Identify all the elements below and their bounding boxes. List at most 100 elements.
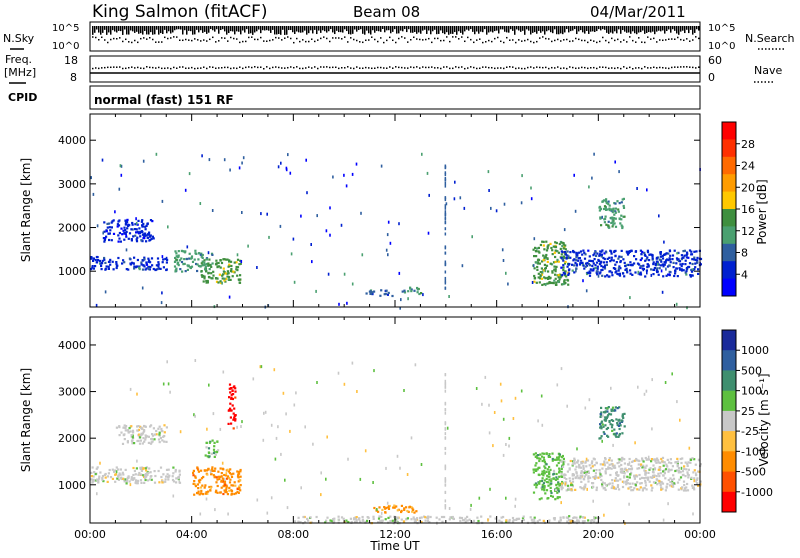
power-cell [690, 250, 693, 253]
nave-sample [317, 67, 319, 70]
nsky-sample [398, 26, 400, 34]
power-cell [127, 268, 130, 271]
velocity-cell [560, 484, 563, 487]
power-cell [683, 249, 686, 252]
nsearch-sample [470, 38, 472, 41]
freq-tick-bottom: 8 [70, 71, 77, 84]
nsky-sample [260, 26, 262, 34]
power-cell [201, 263, 204, 266]
power-cell [654, 262, 657, 265]
velocity-cell [381, 508, 384, 511]
velocity-cell [418, 519, 421, 522]
velocity-cell [130, 425, 133, 428]
power-cell [605, 263, 608, 266]
velocity-cell [697, 470, 700, 473]
velocity-cell [587, 471, 590, 474]
power-cell [105, 235, 108, 238]
power-cell [197, 252, 201, 255]
velocity-cell [194, 483, 197, 486]
nave-sample [662, 66, 664, 69]
velocity-cell [142, 437, 145, 440]
velocity-cell [628, 482, 631, 485]
velocity-cell [607, 406, 610, 409]
velocity-cell [618, 461, 621, 464]
velocity-cell [403, 508, 406, 511]
velocity-cell [520, 389, 523, 393]
power-cell [155, 152, 158, 156]
velocity-cell [194, 359, 197, 362]
nsearch-sample [227, 40, 229, 42]
nsearch-sample [485, 41, 487, 43]
velocity-cell [160, 475, 163, 479]
power-cell [444, 270, 447, 274]
power-cell [208, 268, 211, 271]
velocity-cell [221, 477, 224, 480]
nsky-sample [350, 26, 352, 35]
nsky-sample [624, 26, 626, 32]
velocity-cell [650, 460, 653, 463]
power-cell [561, 251, 564, 254]
power-cell [204, 265, 207, 269]
power-cell [647, 265, 650, 268]
velocity-cell [220, 479, 223, 482]
nsky-sample [504, 26, 506, 32]
power-cell [210, 272, 213, 275]
velocity-cell [551, 452, 554, 455]
power-cell [607, 200, 610, 203]
velocity-cell [548, 475, 551, 478]
velocity-cell [607, 466, 610, 469]
power-cell [607, 224, 610, 227]
velocity-cell [538, 473, 541, 477]
nsky-sample [360, 26, 362, 30]
velocity-cell [500, 516, 503, 519]
velocity-cell [687, 468, 690, 471]
power-cell [444, 232, 447, 236]
nsky-sample [468, 26, 470, 31]
velocity-cell [354, 517, 357, 520]
nsearch-sample [632, 39, 634, 42]
power-cell [689, 274, 692, 277]
velocity-cell [566, 470, 569, 473]
velocity-cell [634, 441, 636, 445]
velocity-cell [545, 452, 548, 456]
nsky-sample [226, 26, 228, 35]
power-cell [685, 267, 688, 270]
power-cell [103, 221, 106, 224]
x-tick-label: 12:00 [379, 528, 411, 541]
velocity-cell [577, 477, 580, 480]
power-cell [186, 245, 189, 249]
velocity-cell [114, 480, 117, 483]
velocity-cell [622, 471, 625, 474]
velocity-cell [671, 372, 673, 376]
nave-label: Nave [754, 64, 782, 77]
power-cell [567, 283, 570, 286]
velocity-cell [359, 521, 362, 524]
velocity-cell [545, 477, 548, 480]
velocity-cell [158, 431, 161, 434]
power-cell [619, 222, 622, 225]
velocity-cell [139, 425, 142, 428]
nsky-sample [194, 26, 196, 35]
power-cell [563, 228, 566, 232]
nsearch-sample [689, 40, 691, 42]
velocity-cell [615, 479, 618, 482]
power-cell [137, 219, 140, 222]
power-cell [588, 264, 591, 267]
velocity-cell [606, 461, 609, 464]
velocity-cell [212, 474, 215, 477]
power-cell [173, 260, 177, 263]
power-cell [617, 257, 620, 260]
power-cell [622, 258, 625, 261]
velocity-cell [580, 470, 583, 473]
velocity-cell [535, 462, 538, 465]
power-cell [155, 264, 158, 267]
velocity-cell [407, 510, 410, 513]
velocity-cell [277, 425, 279, 429]
velocity-cell [147, 471, 150, 474]
power-cell [665, 274, 668, 277]
power-cell [586, 271, 590, 274]
velocity-cell [617, 435, 620, 438]
power-cell [659, 255, 662, 258]
power-cell [646, 256, 649, 259]
power-cell [561, 244, 564, 247]
